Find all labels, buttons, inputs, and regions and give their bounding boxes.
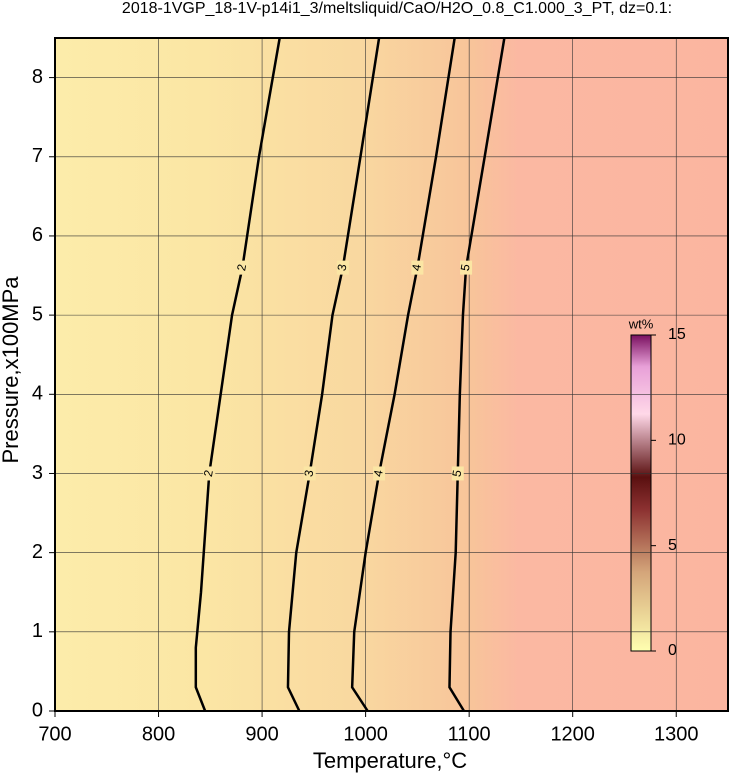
contour-label: 4 xyxy=(409,263,424,272)
y-tick-label: 5 xyxy=(32,303,43,325)
colorbar-tick-label: 0 xyxy=(668,642,677,659)
contour-label: 2 xyxy=(234,263,249,272)
contour-label-bg xyxy=(411,260,424,275)
contour-label-bg xyxy=(460,260,473,275)
contour-label: 5 xyxy=(458,263,473,272)
contour-line xyxy=(350,37,456,712)
x-tick-label: 1000 xyxy=(343,723,388,745)
y-tick-label: 2 xyxy=(32,541,43,563)
y-tick-label: 3 xyxy=(32,462,43,484)
y-tick-label: 1 xyxy=(32,620,43,642)
contour-label-bg xyxy=(451,466,464,481)
contour-label-bg xyxy=(336,260,349,275)
contour-label: 3 xyxy=(335,263,350,272)
y-tick-label: 8 xyxy=(32,66,43,88)
contour-line xyxy=(194,37,281,712)
y-tick-label: 6 xyxy=(32,224,43,246)
x-tick-label: 800 xyxy=(142,723,175,745)
plot-frame xyxy=(54,37,729,712)
y-tick-label: 4 xyxy=(32,383,43,405)
y-axis-label: Pressure,x100MPa xyxy=(0,276,23,464)
contour-label: 2 xyxy=(201,469,216,478)
x-axis-label: Temperature,°C xyxy=(313,748,467,773)
y-tick-label: 7 xyxy=(32,145,43,167)
contour-label: 4 xyxy=(371,469,386,478)
contour-label: 5 xyxy=(449,469,464,478)
chart-title: 2018-1VGP_18-1V-p14i1_3/meltsliquid/CaO/… xyxy=(122,0,672,17)
colorbar xyxy=(630,334,652,652)
contour-label-bg xyxy=(203,466,216,481)
colorbar-tick-label: 5 xyxy=(668,537,677,554)
contour-label-bg xyxy=(236,260,249,275)
colorbar-label: wt% xyxy=(628,316,654,331)
contour-label: 3 xyxy=(301,469,316,478)
plot-background xyxy=(55,38,728,711)
colorbar-tick-label: 10 xyxy=(668,432,686,449)
colorbar-tick-label: 15 xyxy=(668,326,686,343)
x-tick-label: 700 xyxy=(38,723,71,745)
contour-label-bg xyxy=(303,466,316,481)
contour-line xyxy=(448,37,506,712)
x-tick-label: 1200 xyxy=(550,723,595,745)
contour-line xyxy=(286,37,381,712)
contour-label-bg xyxy=(373,466,386,481)
x-tick-label: 1100 xyxy=(448,723,491,745)
y-tick-label: 0 xyxy=(32,699,43,721)
x-tick-label: 900 xyxy=(245,723,278,745)
x-tick-label: 1300 xyxy=(654,723,699,745)
